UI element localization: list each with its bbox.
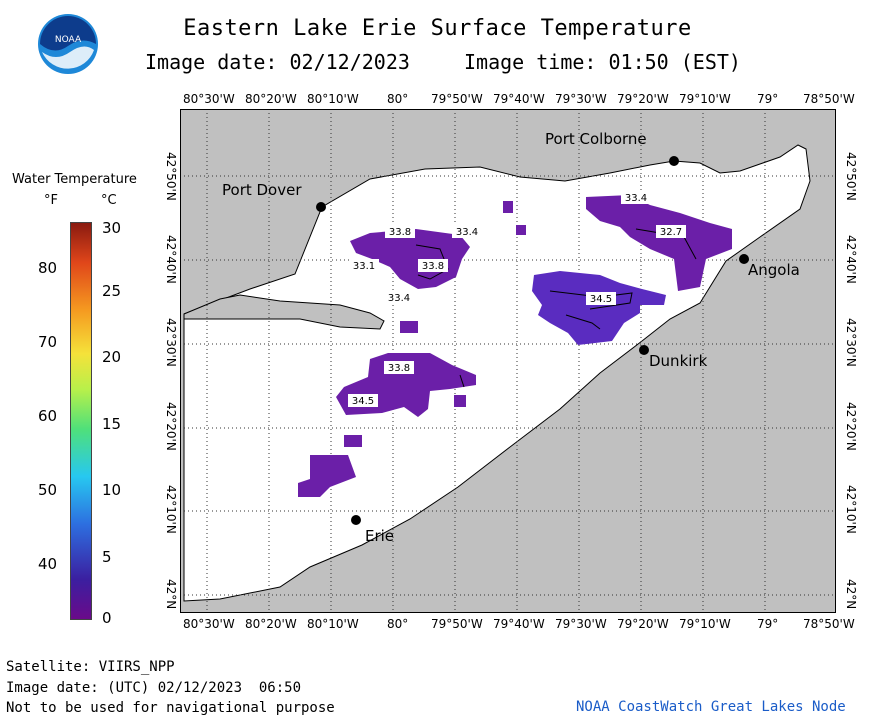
lon-label-top: 80°30'W bbox=[183, 92, 235, 106]
long-point bbox=[183, 294, 385, 330]
lon-label-bottom: 79°50'W bbox=[431, 617, 483, 631]
city-marker-angola bbox=[739, 254, 749, 264]
city-label-port-dover: Port Dover bbox=[222, 181, 302, 199]
lon-label-bottom: 80°30'W bbox=[183, 617, 235, 631]
c-tick-label: 10 bbox=[102, 481, 122, 499]
city-label-port-colborne: Port Colborne bbox=[545, 130, 647, 148]
patch-ne bbox=[586, 195, 732, 291]
lat-lon-grid bbox=[180, 109, 836, 613]
temp-label: 33.8 bbox=[422, 261, 444, 272]
temp-label: 33.8 bbox=[388, 363, 410, 374]
c-tick-label: 30 bbox=[102, 219, 122, 237]
lat-label-right: 42°30'N bbox=[844, 318, 858, 367]
city-label-angola: Angola bbox=[748, 261, 800, 279]
lat-label-left: 42°10'N bbox=[164, 485, 178, 534]
c-tick-label: 20 bbox=[102, 348, 122, 366]
lat-label-left: 42°30'N bbox=[164, 318, 178, 367]
legend-title: Water Temperature bbox=[12, 172, 137, 187]
image-time: Image time: 01:50 (EST) bbox=[464, 50, 741, 74]
lat-label-right: 42°20'N bbox=[844, 402, 858, 451]
city-marker-erie bbox=[351, 515, 361, 525]
lon-label-top: 80°20'W bbox=[245, 92, 297, 106]
map-frame bbox=[180, 109, 836, 613]
lon-label-bottom: 79°30'W bbox=[555, 617, 607, 631]
image-date: Image date: 02/12/2023 bbox=[145, 50, 410, 74]
temp-label: 33.4 bbox=[625, 193, 647, 204]
lon-label-top: 79°50'W bbox=[431, 92, 483, 106]
c-tick-label: 0 bbox=[102, 609, 112, 627]
temp-label: 33.8 bbox=[389, 227, 411, 238]
f-tick-label: 80 bbox=[38, 259, 58, 277]
lat-label-left: 42°50'N bbox=[164, 152, 178, 201]
temp-label: 32.7 bbox=[660, 227, 682, 238]
temperature-colorbar bbox=[70, 222, 92, 620]
lat-label-left: 42°20'N bbox=[164, 402, 178, 451]
city-marker-dunkirk bbox=[639, 345, 649, 355]
lon-label-bottom: 80°10'W bbox=[307, 617, 359, 631]
f-tick-label: 60 bbox=[38, 407, 58, 425]
noaa-logo: NOAA bbox=[38, 14, 98, 74]
lon-label-top: 80° bbox=[387, 92, 409, 106]
f-tick-label: 70 bbox=[38, 333, 58, 351]
footer-satellite: Satellite: VIIRS_NPP bbox=[6, 659, 175, 675]
logo-text: NOAA bbox=[55, 35, 82, 45]
temp-label: 34.5 bbox=[352, 396, 374, 407]
temp-label: 33.1 bbox=[353, 261, 375, 272]
legend-unit-f: °F bbox=[44, 193, 58, 208]
city-label-dunkirk: Dunkirk bbox=[649, 352, 708, 370]
footer-credit: NOAA CoastWatch Great Lakes Node bbox=[576, 699, 846, 715]
city-markers: Port Colborne Port Dover Angola Dunkirk … bbox=[222, 130, 800, 545]
lon-label-bottom: 79° bbox=[757, 617, 779, 631]
city-marker-port-colborne bbox=[669, 156, 679, 166]
lat-label-right: 42°40'N bbox=[844, 235, 858, 284]
lat-label-left: 42°40'N bbox=[164, 235, 178, 284]
page-title: Eastern Lake Erie Surface Temperature bbox=[183, 16, 692, 41]
lon-label-top: 80°10'W bbox=[307, 92, 359, 106]
temp-label: 33.4 bbox=[456, 227, 478, 238]
patch-sw bbox=[298, 455, 356, 497]
lon-label-bottom: 80° bbox=[387, 617, 409, 631]
lon-label-top: 79°10'W bbox=[679, 92, 731, 106]
lon-label-top: 79° bbox=[757, 92, 779, 106]
legend-unit-c: °C bbox=[101, 193, 117, 208]
lon-label-top: 79°40'W bbox=[493, 92, 545, 106]
f-tick-label: 40 bbox=[38, 555, 58, 573]
footer-image-date: Image date: (UTC) 02/12/2023 06:50 bbox=[6, 680, 302, 696]
lat-label-right: 42°10'N bbox=[844, 485, 858, 534]
lake-map: 33.4 33.8 33.4 32.7 33.1 33.8 33.4 34.5 … bbox=[180, 109, 836, 613]
lat-label-right: 42°N bbox=[844, 579, 858, 610]
lon-label-bottom: 79°40'W bbox=[493, 617, 545, 631]
footer-disclaimer: Not to be used for navigational purpose bbox=[6, 700, 335, 716]
lat-label-left: 42°N bbox=[164, 579, 178, 610]
lon-label-bottom: 79°10'W bbox=[679, 617, 731, 631]
c-tick-label: 15 bbox=[102, 415, 122, 433]
temp-label: 33.4 bbox=[388, 293, 410, 304]
temp-label: 34.5 bbox=[590, 294, 612, 305]
lon-label-top: 79°20'W bbox=[617, 92, 669, 106]
lon-label-bottom: 80°20'W bbox=[245, 617, 297, 631]
lon-label-bottom: 79°20'W bbox=[617, 617, 669, 631]
lon-label-bottom: 78°50'W bbox=[803, 617, 855, 631]
city-marker-port-dover bbox=[316, 202, 326, 212]
c-tick-label: 25 bbox=[102, 282, 122, 300]
c-tick-label: 5 bbox=[102, 548, 112, 566]
lon-label-top: 78°50'W bbox=[803, 92, 855, 106]
lon-label-top: 79°30'W bbox=[555, 92, 607, 106]
city-label-erie: Erie bbox=[365, 527, 394, 545]
temperature-label-group: 33.4 33.8 33.4 32.7 33.1 33.8 33.4 34.5 … bbox=[348, 191, 686, 407]
lake-water bbox=[183, 144, 811, 602]
f-tick-label: 50 bbox=[38, 481, 58, 499]
lat-label-right: 42°50'N bbox=[844, 152, 858, 201]
